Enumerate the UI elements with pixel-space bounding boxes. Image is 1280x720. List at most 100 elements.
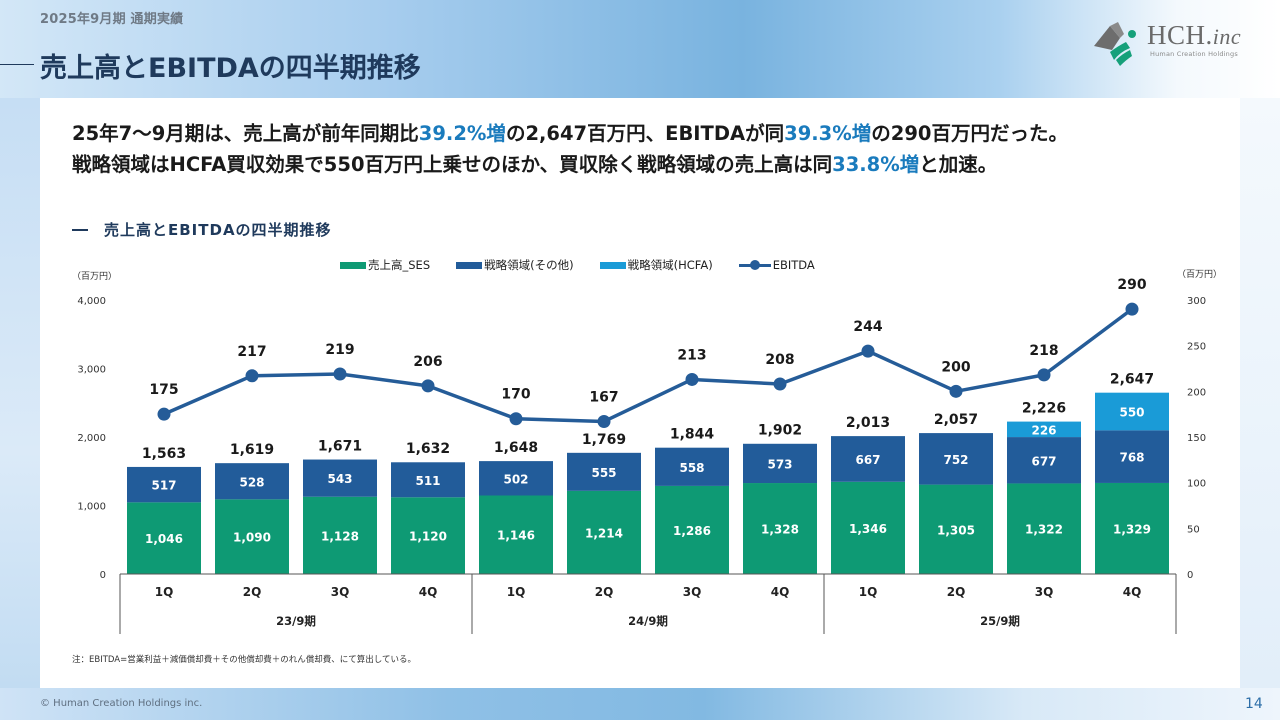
ebitda-value-label: 175 xyxy=(149,382,178,398)
bar-segment-label: 1,346 xyxy=(849,522,887,536)
ebitda-value-label: 170 xyxy=(501,387,530,403)
lead-summary: 25年7〜9月期は、売上高が前年同期比39.2%増の2,647百万円、EBITD… xyxy=(72,118,1068,180)
logo-main: HCH. xyxy=(1147,20,1213,50)
legend-swatch-strategic-hcfa xyxy=(599,261,626,269)
highlight-figure: 39.3%増 xyxy=(784,122,872,145)
ebitda-value-label: 217 xyxy=(237,344,266,360)
category-label: 2Q xyxy=(595,585,614,599)
legend-label-ebitda: EBITDA xyxy=(772,258,815,272)
title-rule xyxy=(0,64,34,65)
chart-legend: 売上高_SES 戦略領域(その他) 戦略領域(HCFA) EBITDA xyxy=(340,257,841,273)
ebitda-value-label: 208 xyxy=(765,352,794,368)
ebitda-point xyxy=(157,407,171,421)
bar-segment-label: 1,329 xyxy=(1113,522,1151,536)
ebitda-value-label: 167 xyxy=(589,389,618,405)
page-title: 売上高とEBITDAの四半期推移 xyxy=(40,53,421,84)
category-label: 3Q xyxy=(1035,585,1054,599)
bar-segment-label: 677 xyxy=(1031,454,1056,468)
right-axis-tick: 100 xyxy=(1187,479,1206,490)
ebitda-value-label: 206 xyxy=(413,354,442,370)
lead-text: と加速。 xyxy=(919,153,998,176)
bar-segment xyxy=(567,452,641,491)
ebitda-line xyxy=(163,307,1134,424)
legend-line-marker-icon xyxy=(738,260,771,270)
highlight-figure: 39.2%増 xyxy=(418,122,506,145)
bar-segment xyxy=(919,484,993,574)
bar-segment xyxy=(479,495,553,574)
ebitda-point xyxy=(509,412,523,426)
right-axis-tick: 300 xyxy=(1187,296,1206,307)
bar-segment-label: 558 xyxy=(679,461,704,475)
ebitda-point xyxy=(1125,302,1139,316)
ebitda-value-label: 290 xyxy=(1117,277,1146,293)
ebitda-value-label: 213 xyxy=(677,347,706,363)
lead-text: の2,647百万円、EBITDAが同 xyxy=(505,122,785,145)
page-number: 14 xyxy=(1245,696,1263,712)
ebitda-value-label: 200 xyxy=(941,359,970,375)
company-logo-text: HCH.inc xyxy=(1147,20,1241,51)
ebitda-point xyxy=(949,384,963,398)
company-logo-subtitle: Human Creation Holdings xyxy=(1150,50,1238,58)
right-margin-background xyxy=(1240,98,1280,688)
bar-segment xyxy=(1095,430,1169,483)
lead-line-2: 戦略領域はHCFA買収効果で550百万円上乗せのほか、買収除く戦略領域の売上高は… xyxy=(72,149,1068,180)
ebitda-point xyxy=(333,367,347,381)
bar-segment-label: 1,305 xyxy=(937,523,975,537)
bar-segment xyxy=(567,490,641,574)
right-axis-tick: 200 xyxy=(1187,387,1206,398)
content-panel xyxy=(40,98,1240,688)
bar-total-label: 1,769 xyxy=(582,432,626,448)
bar-segment xyxy=(1095,482,1169,574)
right-axis-tick: 250 xyxy=(1187,342,1206,353)
category-label: 1Q xyxy=(155,585,174,599)
bar-segment xyxy=(1007,421,1081,438)
bar-segment xyxy=(479,461,553,496)
bar-segment xyxy=(127,466,201,503)
bar-total-label: 1,844 xyxy=(670,427,715,443)
legend-item-strategic-other: 戦略領域(その他) xyxy=(456,257,574,273)
ebitda-value-label: 244 xyxy=(853,319,882,335)
highlight-figure: 33.8%増 xyxy=(832,153,920,176)
ebitda-point xyxy=(773,377,787,391)
bar-segment xyxy=(303,459,377,497)
left-axis-tick: 2,000 xyxy=(77,433,106,444)
bar-segment xyxy=(215,499,289,574)
ebitda-point xyxy=(245,369,259,383)
bar-segment-label: 573 xyxy=(767,457,792,471)
copyright: © Human Creation Holdings inc. xyxy=(40,698,203,709)
bar-segment-label: 528 xyxy=(239,475,264,489)
bar-total-label: 1,619 xyxy=(230,442,274,458)
legend-swatch-ses xyxy=(340,261,366,269)
legend-swatch-strategic-other xyxy=(456,261,483,269)
bar-segment-label: 550 xyxy=(1119,406,1144,420)
bar-segment xyxy=(831,436,905,482)
bar-total-label: 1,632 xyxy=(406,441,450,457)
legend-label-ses: 売上高_SES xyxy=(368,258,431,272)
right-axis-tick: 50 xyxy=(1187,524,1200,535)
bar-segment-label: 502 xyxy=(503,472,528,486)
bar-segment xyxy=(743,483,817,574)
ebitda-point xyxy=(421,379,435,393)
bar-total-label: 1,648 xyxy=(494,440,538,456)
ebitda-value-label: 218 xyxy=(1029,343,1058,359)
category-label: 4Q xyxy=(1123,585,1142,599)
legend-item-ses: 売上高_SES xyxy=(340,257,430,273)
left-margin-background xyxy=(0,98,40,688)
bar-segment xyxy=(919,433,993,485)
category-label: 3Q xyxy=(331,585,350,599)
lead-text: 戦略領域はHCFA買収効果で550百万円上乗せのほか、買収除く戦略領域の売上高は… xyxy=(72,153,833,176)
logo-suffix: inc xyxy=(1212,24,1242,49)
right-axis-tick: 0 xyxy=(1187,570,1193,581)
bar-segment-label: 768 xyxy=(1119,451,1144,465)
bar-segment-label: 1,146 xyxy=(497,529,535,543)
chart-title: 売上高とEBITDAの四半期推移 xyxy=(104,221,332,239)
ebitda-point xyxy=(861,344,875,358)
left-axis-tick: 4,000 xyxy=(77,296,106,307)
bar-segment-label: 1,046 xyxy=(145,532,183,546)
bar-segment xyxy=(1007,483,1081,574)
bar-segment xyxy=(831,481,905,574)
bar-segment xyxy=(655,485,729,574)
right-axis-tick: 150 xyxy=(1187,433,1206,444)
bar-total-label: 1,671 xyxy=(318,439,362,455)
bar-segment xyxy=(391,497,465,574)
